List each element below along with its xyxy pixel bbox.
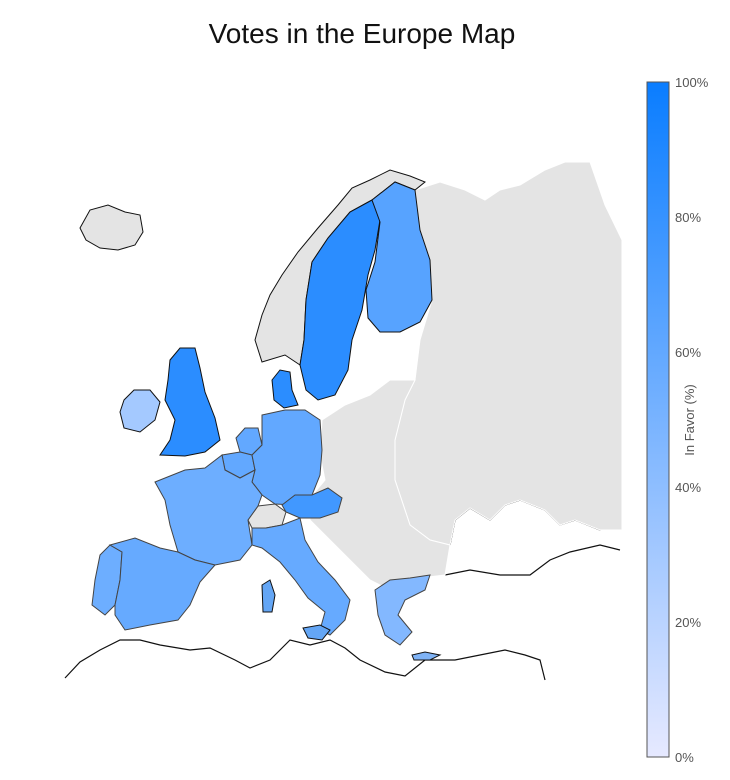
region-united-kingdom <box>159 347 221 457</box>
region-finland <box>365 181 433 333</box>
colorbar-ticks: 0% 20% 40% 60% 80% 100% <box>675 75 709 765</box>
region-crete <box>411 651 442 661</box>
colorbar-tick-label: 20% <box>675 615 701 630</box>
region-sicily <box>302 624 331 641</box>
map-title: Votes in the Europe Map <box>208 18 516 49</box>
colorbar-tick-label: 40% <box>675 480 701 495</box>
region-greece <box>374 574 431 646</box>
region-russia <box>394 161 623 546</box>
region-denmark <box>271 369 299 409</box>
colorbar <box>646 81 670 758</box>
colorbar-tick-label: 80% <box>675 210 701 225</box>
region-italy <box>251 517 351 636</box>
region-sweden <box>299 199 381 401</box>
region-germany <box>251 409 323 506</box>
region-sardinia <box>261 579 276 613</box>
region-austria <box>281 487 343 519</box>
colorbar-title: In Favor (%) <box>682 384 697 456</box>
region-ireland <box>119 389 161 433</box>
colorbar-tick-label: 0% <box>675 750 694 765</box>
colorbar-tick-label: 100% <box>675 75 709 90</box>
colorbar-tick-label: 60% <box>675 345 701 360</box>
coast-turkey <box>444 544 621 576</box>
region-iceland <box>79 204 144 251</box>
region-spain <box>108 537 216 631</box>
coast-north-africa <box>64 639 546 681</box>
